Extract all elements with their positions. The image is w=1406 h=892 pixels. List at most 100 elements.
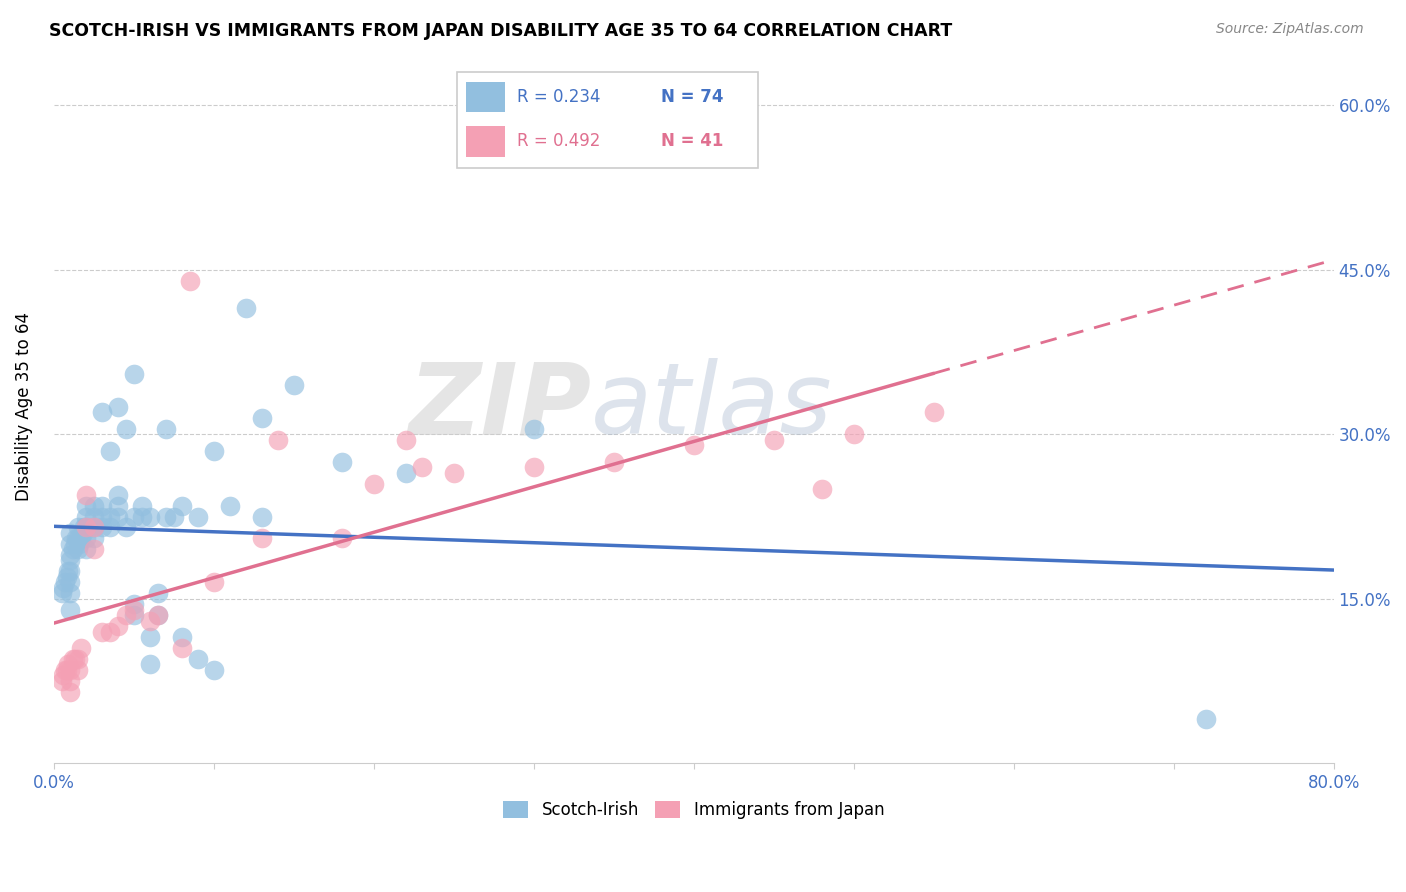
Point	[63, 652, 86, 666]
Point	[122, 367, 145, 381]
Point	[107, 487, 129, 501]
Point	[66, 532, 89, 546]
Point	[59, 673, 82, 688]
Point	[83, 499, 105, 513]
Point	[762, 433, 785, 447]
Point	[75, 499, 97, 513]
Point	[131, 499, 153, 513]
Point	[146, 608, 169, 623]
Point	[98, 624, 121, 639]
Point	[83, 520, 105, 534]
Point	[62, 542, 84, 557]
Point	[122, 608, 145, 623]
Point	[235, 301, 257, 316]
Point	[139, 630, 162, 644]
Point	[66, 663, 89, 677]
Point	[67, 537, 90, 551]
Point	[395, 466, 418, 480]
Text: atlas: atlas	[592, 359, 832, 456]
Point	[90, 509, 112, 524]
Point	[250, 410, 273, 425]
Point	[66, 520, 89, 534]
Point	[58, 657, 80, 672]
Point	[523, 460, 546, 475]
Point	[72, 525, 94, 540]
Point	[62, 652, 84, 666]
Point	[187, 509, 209, 524]
Point	[218, 499, 240, 513]
Point	[59, 602, 82, 616]
Point	[75, 487, 97, 501]
Point	[202, 575, 225, 590]
Point	[363, 476, 385, 491]
Point	[682, 438, 704, 452]
Point	[131, 509, 153, 524]
Point	[59, 537, 82, 551]
Point	[53, 663, 76, 677]
Point	[139, 509, 162, 524]
Point	[1195, 712, 1218, 726]
Point	[122, 602, 145, 616]
Point	[411, 460, 433, 475]
Point	[75, 542, 97, 557]
Text: ZIP: ZIP	[408, 359, 592, 456]
Point	[146, 608, 169, 623]
Point	[55, 663, 77, 677]
Point	[51, 673, 73, 688]
Point	[170, 641, 193, 656]
Point	[98, 443, 121, 458]
Point	[52, 581, 75, 595]
Point	[55, 570, 77, 584]
Point	[146, 586, 169, 600]
Point	[51, 586, 73, 600]
Point	[98, 520, 121, 534]
Point	[603, 455, 626, 469]
Point	[53, 575, 76, 590]
Point	[250, 532, 273, 546]
Point	[170, 499, 193, 513]
Point	[330, 532, 353, 546]
Y-axis label: Disability Age 35 to 64: Disability Age 35 to 64	[15, 312, 32, 501]
Point	[443, 466, 465, 480]
Point	[66, 652, 89, 666]
Point	[75, 520, 97, 534]
Point	[179, 274, 201, 288]
Point	[66, 542, 89, 557]
Point	[187, 652, 209, 666]
Point	[59, 553, 82, 567]
Point	[52, 668, 75, 682]
Point	[90, 624, 112, 639]
Point	[83, 532, 105, 546]
Point	[810, 482, 832, 496]
Point	[58, 564, 80, 578]
Point	[107, 619, 129, 633]
Point	[107, 400, 129, 414]
Point	[114, 608, 136, 623]
Point	[63, 537, 86, 551]
Point	[122, 597, 145, 611]
Point	[114, 520, 136, 534]
Point	[283, 378, 305, 392]
Point	[139, 614, 162, 628]
Point	[170, 630, 193, 644]
Point	[90, 520, 112, 534]
Point	[202, 663, 225, 677]
Point	[155, 422, 177, 436]
Point	[59, 564, 82, 578]
Point	[395, 433, 418, 447]
Point	[107, 499, 129, 513]
Point	[83, 509, 105, 524]
Point	[75, 520, 97, 534]
Point	[523, 422, 546, 436]
Point	[75, 532, 97, 546]
Point	[70, 532, 93, 546]
Point	[122, 509, 145, 524]
Point	[98, 509, 121, 524]
Point	[155, 509, 177, 524]
Point	[59, 525, 82, 540]
Point	[70, 641, 93, 656]
Text: Source: ZipAtlas.com: Source: ZipAtlas.com	[1216, 22, 1364, 37]
Point	[59, 586, 82, 600]
Point	[59, 575, 82, 590]
Point	[267, 433, 290, 447]
